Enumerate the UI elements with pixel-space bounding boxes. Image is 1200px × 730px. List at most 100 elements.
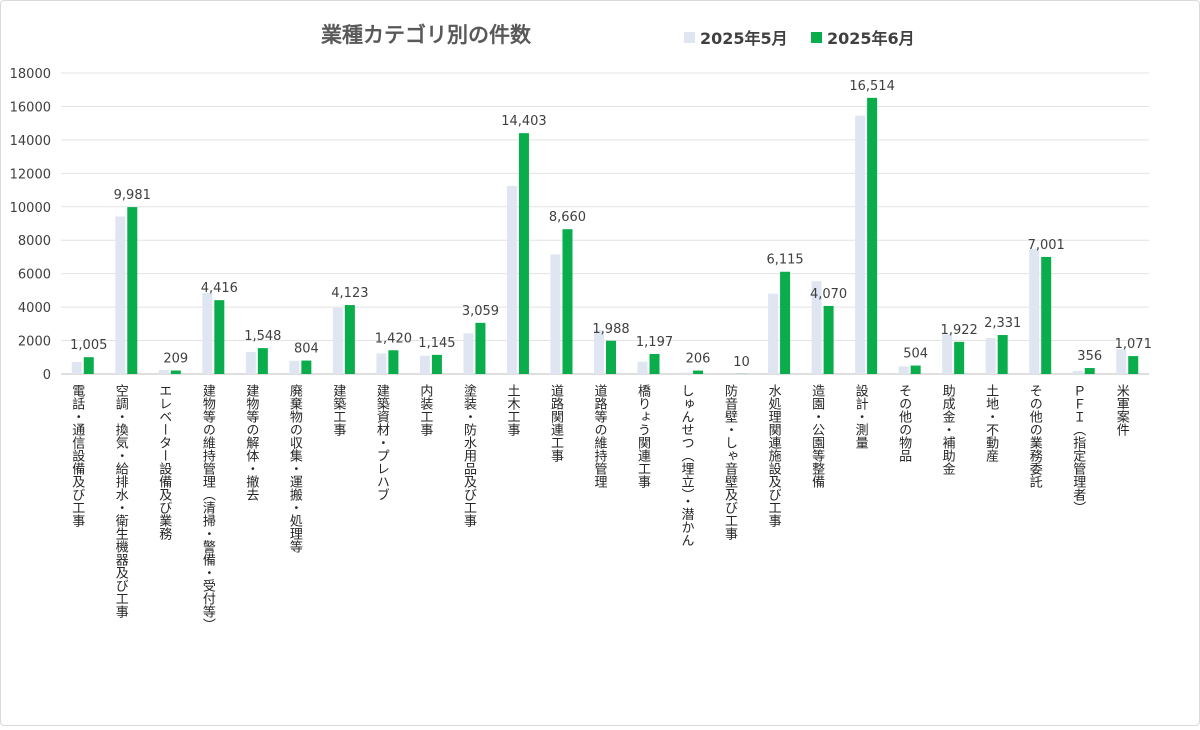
bar-june: [171, 371, 181, 374]
data-label-june: 14,403: [501, 114, 547, 129]
legend-label-june: 2025年6月: [827, 29, 915, 48]
bar-may: [202, 293, 212, 374]
x-category-label: 設計・測量: [853, 383, 869, 449]
x-category-label: エレベーター設備及び業務: [156, 384, 172, 541]
bar-june: [867, 98, 877, 374]
bar-june: [345, 305, 355, 374]
x-category-label: 建築工事: [330, 384, 346, 436]
bar-may: [115, 216, 125, 374]
data-label-june: 4,416: [201, 281, 238, 296]
x-category-label: ＰＦＩ（指定管理者）: [1070, 384, 1086, 514]
x-category-label: 廃棄物の収集・運搬・処理等: [287, 383, 303, 553]
data-label-june: 4,123: [331, 286, 368, 301]
bar-june: [606, 341, 616, 374]
bar-may: [507, 186, 517, 374]
data-label-june: 1,988: [592, 322, 629, 337]
y-tick-label: 0: [43, 368, 51, 383]
bar-june: [911, 366, 921, 374]
data-label-june: 1,420: [375, 331, 412, 346]
data-label-june: 8,660: [549, 210, 586, 225]
data-label-june: 804: [294, 342, 319, 357]
bar-june: [519, 133, 529, 374]
legend-label-may: 2025年5月: [700, 29, 788, 48]
data-label-june: 7,001: [1028, 238, 1065, 253]
data-label-june: 4,070: [810, 287, 847, 302]
bar-june: [432, 355, 442, 374]
x-category-label: 造園・公園等整備: [809, 384, 825, 488]
bar-may: [246, 352, 256, 374]
bar-may: [768, 294, 778, 374]
bar-may: [420, 356, 430, 374]
x-category-label: 水処理関連施設及び工事: [766, 384, 782, 527]
bar-june: [824, 306, 834, 374]
data-label-june: 10: [733, 355, 750, 370]
x-category-label: 電話・通信設備及び工事: [69, 384, 85, 527]
bar-may: [855, 116, 865, 374]
data-label-june: 16,514: [849, 79, 895, 94]
bar-june: [388, 350, 398, 374]
bar-may: [289, 361, 299, 374]
data-label-june: 1,071: [1115, 337, 1152, 352]
x-category-label: その他の業務委託: [1027, 384, 1043, 488]
bar-june: [998, 335, 1008, 374]
bar-june: [693, 371, 703, 374]
bar-may: [1073, 371, 1083, 374]
data-label-june: 3,059: [462, 304, 499, 319]
y-tick-label: 18000: [10, 67, 51, 82]
y-tick-label: 12000: [10, 167, 51, 182]
bar-may: [376, 353, 386, 374]
x-category-label: 道路関連工事: [548, 384, 564, 462]
bar-may: [550, 254, 560, 374]
legend-swatch-may: [684, 32, 695, 43]
y-tick-label: 14000: [10, 134, 51, 149]
bar-june: [301, 361, 311, 374]
legend: 2025年5月 2025年6月: [684, 29, 915, 48]
bar-may: [333, 308, 343, 374]
data-label-june: 1,145: [418, 336, 455, 351]
data-label-june: 206: [686, 352, 711, 367]
data-label-june: 1,197: [636, 335, 673, 350]
y-tick-label: 2000: [18, 335, 51, 350]
data-label-june: 1,922: [941, 323, 978, 338]
bar-june: [780, 272, 790, 374]
x-category-label: 米軍案件: [1114, 384, 1130, 436]
bar-june: [84, 357, 94, 374]
bar-june: [1085, 368, 1095, 374]
bar-may: [986, 338, 996, 374]
bar-june: [562, 229, 572, 374]
data-label-june: 504: [903, 347, 928, 362]
data-label-june: 1,005: [70, 338, 107, 353]
x-category-label: 内装工事: [417, 383, 433, 436]
x-category-label: 土木工事: [504, 384, 519, 436]
chart-title: 業種カテゴリ別の件数: [321, 23, 532, 47]
y-tick-label: 8000: [18, 234, 51, 249]
legend-swatch-june: [811, 32, 822, 43]
bar-may: [899, 366, 909, 374]
x-category-label: 防音壁・しゃ音壁及び工事: [722, 383, 738, 540]
x-category-label: 道路等の維持管理: [592, 384, 608, 488]
bar-june: [258, 348, 268, 374]
category-labels: 電話・通信設備及び工事空調・換気・給排水・衛生機器及び工事エレベーター設備及び業…: [69, 383, 1129, 631]
bar-may: [1116, 349, 1126, 374]
data-label-june: 209: [163, 352, 188, 367]
bar-may: [681, 372, 691, 374]
x-category-label: 土地・不動産: [983, 384, 999, 463]
y-tick-label: 10000: [10, 201, 51, 216]
x-category-label: 塗装・防水用品及び工事: [461, 383, 477, 527]
data-label-june: 9,981: [114, 188, 151, 203]
bar-may: [942, 334, 952, 374]
bar-may: [159, 370, 169, 374]
bar-june: [475, 323, 485, 374]
data-label-june: 6,115: [766, 253, 803, 268]
x-category-label: 橋りょう関連工事: [635, 384, 651, 488]
bar-may: [72, 362, 82, 374]
y-axis-ticks: 0200040006000800010000120001400016000180…: [10, 67, 51, 383]
bar-june: [1128, 356, 1138, 374]
bar-june: [954, 342, 964, 374]
bar-may: [638, 362, 648, 374]
y-tick-label: 4000: [18, 301, 51, 316]
y-tick-label: 6000: [18, 268, 51, 283]
bar-may: [463, 333, 473, 374]
